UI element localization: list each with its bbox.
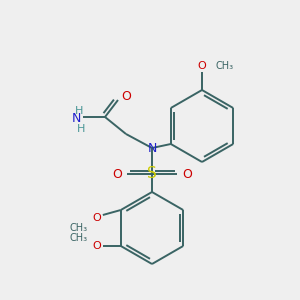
Text: O: O: [112, 167, 122, 181]
Text: H: H: [75, 106, 83, 116]
Text: CH₃: CH₃: [216, 61, 234, 71]
Text: O: O: [92, 213, 101, 223]
Text: O: O: [198, 61, 206, 71]
Text: CH₃: CH₃: [70, 223, 88, 233]
Text: O: O: [121, 89, 131, 103]
Text: O: O: [92, 241, 101, 251]
Text: S: S: [147, 167, 157, 182]
Text: CH₃: CH₃: [70, 233, 88, 243]
Text: N: N: [72, 112, 81, 125]
Text: O: O: [182, 167, 192, 181]
Text: N: N: [147, 142, 157, 154]
Text: H: H: [77, 124, 85, 134]
